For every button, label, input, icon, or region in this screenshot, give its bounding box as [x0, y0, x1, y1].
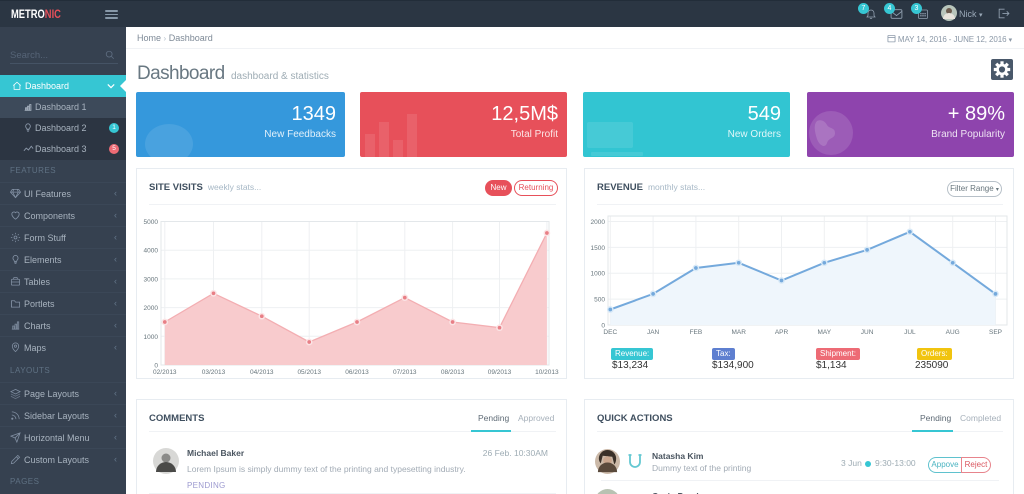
svg-text:09/2013: 09/2013	[488, 369, 512, 376]
svg-text:1000: 1000	[144, 334, 159, 341]
svg-text:2000: 2000	[591, 219, 606, 226]
svg-text:DEC: DEC	[603, 329, 617, 336]
svg-text:02/2013: 02/2013	[153, 369, 177, 376]
svg-text:0: 0	[601, 323, 605, 330]
svg-text:05/2013: 05/2013	[297, 369, 321, 376]
svg-text:10/2013: 10/2013	[535, 369, 559, 376]
svg-text:1500: 1500	[591, 245, 606, 252]
svg-text:JUL: JUL	[904, 329, 916, 336]
svg-text:JUN: JUN	[861, 329, 874, 336]
svg-text:MAY: MAY	[817, 329, 831, 336]
svg-text:FEB: FEB	[690, 329, 703, 336]
svg-text:03/2013: 03/2013	[202, 369, 226, 376]
svg-text:04/2013: 04/2013	[250, 369, 274, 376]
svg-text:2000: 2000	[144, 305, 159, 312]
svg-text:1000: 1000	[591, 271, 606, 278]
svg-text:0: 0	[154, 363, 158, 370]
svg-text:08/2013: 08/2013	[441, 369, 465, 376]
svg-text:MAR: MAR	[731, 329, 746, 336]
svg-text:AUG: AUG	[946, 329, 960, 336]
svg-text:SEP: SEP	[989, 329, 1002, 336]
svg-text:5000: 5000	[144, 219, 159, 226]
svg-text:06/2013: 06/2013	[345, 369, 369, 376]
svg-text:500: 500	[594, 297, 605, 304]
svg-text:07/2013: 07/2013	[393, 369, 417, 376]
svg-text:4000: 4000	[144, 248, 159, 255]
svg-text:JAN: JAN	[647, 329, 660, 336]
svg-text:APR: APR	[775, 329, 789, 336]
svg-text:3000: 3000	[144, 276, 159, 283]
